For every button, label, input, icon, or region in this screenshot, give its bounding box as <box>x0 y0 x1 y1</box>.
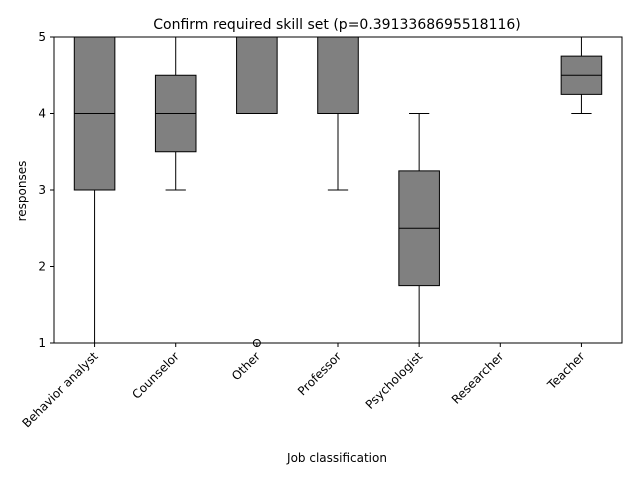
x-tick-label: Behavior analyst <box>20 349 101 430</box>
boxes-layer <box>73 36 603 347</box>
box-6 <box>560 36 603 114</box>
x-tick-label: Teacher <box>544 349 588 393</box>
y-axis-label: responses <box>15 161 29 222</box>
x-tick-label: Counselor <box>129 349 181 401</box>
x-tick-label: Researcher <box>449 349 507 407</box>
y-tick-label: 2 <box>38 260 46 274</box>
x-tick-label: Psychologist <box>363 349 426 412</box>
y-tick-label: 3 <box>38 183 46 197</box>
x-axis-label: Job classification <box>286 451 387 465</box>
x-axis-ticks: Behavior analyst Counselor Other Professor P… <box>20 343 588 430</box>
box-0 <box>73 36 116 344</box>
x-tick-label: Professor <box>295 349 344 398</box>
y-tick-label: 5 <box>38 30 46 44</box>
y-tick-label: 1 <box>38 336 46 350</box>
iqr-box <box>317 36 359 114</box>
box-2 <box>236 36 278 347</box>
box-1 <box>154 36 197 191</box>
x-tick-label: Other <box>229 349 263 383</box>
iqr-box <box>236 36 278 114</box>
y-axis-ticks: 1 2 3 4 5 <box>38 30 54 350</box>
chart-title: Confirm required skill set (p=0.39133686… <box>153 17 521 33</box>
y-tick-label: 4 <box>38 107 46 121</box>
box-3 <box>317 36 359 191</box>
box-4 <box>398 113 440 344</box>
